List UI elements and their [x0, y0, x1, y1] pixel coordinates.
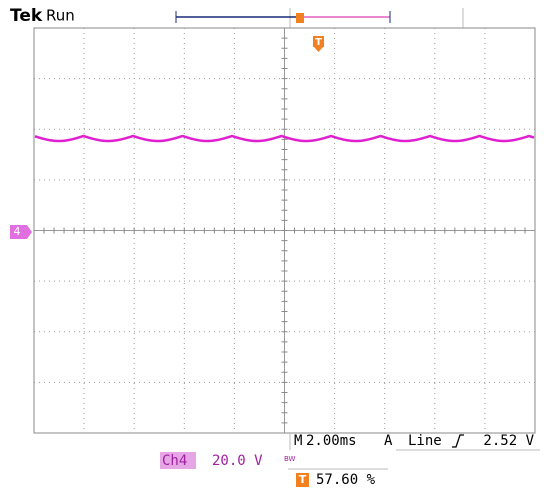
channel-marker: [10, 225, 32, 239]
trigger-level: 2.52 V: [483, 433, 534, 449]
trigger-slope: [452, 434, 464, 448]
trigger-source: A: [384, 433, 393, 449]
trigger-marker: [313, 36, 324, 47]
trigger-position-icon: [296, 13, 304, 23]
brand: Tek: [10, 6, 43, 26]
trigger-position-badge: [296, 473, 309, 487]
trigger-arrow: [314, 47, 323, 52]
volts-per-div: 20.0 V: [212, 453, 263, 469]
channel-badge: [160, 452, 196, 469]
trigger-type: Line: [408, 433, 442, 449]
trigger-marker-label: T: [315, 37, 322, 48]
timebase-prefix: M: [294, 433, 302, 449]
trigger-position-label: T: [299, 473, 307, 486]
record-bracket: [175, 11, 391, 23]
timebase: 2.00ms: [306, 433, 357, 449]
bandwidth-flag: BW: [284, 455, 296, 463]
trigger-position: 57.60 %: [316, 472, 376, 488]
waveform: [34, 134, 535, 143]
channel: Ch4: [162, 453, 187, 469]
status: Run: [46, 7, 75, 25]
channel-marker-label: 4: [14, 225, 21, 238]
